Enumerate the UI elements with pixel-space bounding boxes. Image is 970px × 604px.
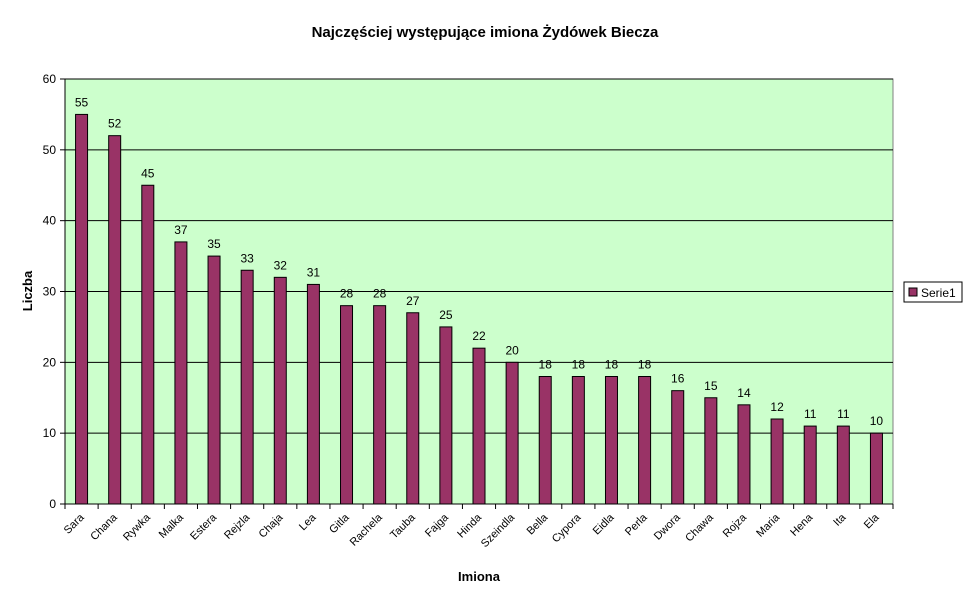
y-tick-label: 60 <box>43 72 57 86</box>
y-tick-label: 50 <box>43 143 57 157</box>
x-tick-label: Fajga <box>423 511 452 540</box>
x-tick-label: Chawa <box>683 511 716 544</box>
y-tick-label: 10 <box>43 426 57 440</box>
x-tick-label: Ela <box>862 511 882 531</box>
bar <box>340 305 354 505</box>
data-label: 16 <box>671 372 685 386</box>
bar <box>538 376 552 505</box>
data-label: 18 <box>539 358 553 372</box>
bar <box>439 326 453 505</box>
x-tick-label: Rojza <box>721 511 750 540</box>
y-tick-label: 40 <box>43 214 57 228</box>
bar <box>803 425 817 505</box>
data-label: 11 <box>804 407 817 421</box>
data-label: 14 <box>737 386 751 400</box>
x-tick-label: Perla <box>623 511 650 538</box>
legend: Serie1 <box>903 281 963 303</box>
x-tick-label: Tauba <box>388 511 418 541</box>
x-tick-label: Rywka <box>121 511 153 543</box>
bar <box>240 269 254 505</box>
bar <box>273 276 287 505</box>
bar <box>141 184 155 505</box>
x-tick-label: Bella <box>525 511 551 537</box>
x-tick-label: Chana <box>88 511 120 543</box>
chart-title: Najczęściej występujące imiona Żydówek B… <box>312 24 659 41</box>
x-tick-label: Hena <box>788 511 816 539</box>
data-label: 28 <box>373 287 387 301</box>
legend-box <box>903 281 963 303</box>
data-label: 11 <box>837 407 850 421</box>
bar <box>174 241 188 505</box>
data-label: 22 <box>472 329 486 343</box>
x-tick-label: Cypora <box>550 511 584 545</box>
bar <box>207 255 221 505</box>
y-axis-title: Liczba <box>20 270 35 311</box>
bar <box>75 113 89 505</box>
y-tick-label: 20 <box>43 355 57 369</box>
bar <box>737 404 751 505</box>
bar <box>836 425 850 505</box>
data-label: 10 <box>870 414 884 428</box>
bar <box>704 397 718 505</box>
x-axis-ticks: Sara Chana Rywka Malka Estera Rejzla Chaja Lea G… <box>62 504 894 550</box>
x-tick-label: Estera <box>188 511 220 543</box>
bar <box>604 376 618 505</box>
data-label: 15 <box>704 379 718 393</box>
x-tick-label: Rejzla <box>222 511 253 542</box>
data-label: 20 <box>505 343 519 357</box>
data-label: 52 <box>108 117 122 131</box>
x-tick-label: Malka <box>157 511 187 541</box>
data-label: 32 <box>274 258 288 272</box>
bar <box>671 390 685 505</box>
y-tick-label: 0 <box>49 497 56 511</box>
x-tick-label: Sara <box>62 511 88 537</box>
x-tick-label: Dwora <box>652 511 684 543</box>
bar <box>869 432 883 505</box>
bar <box>505 361 519 505</box>
data-label: 31 <box>307 265 321 279</box>
x-tick-label: Maria <box>754 511 783 540</box>
data-label: 18 <box>638 358 652 372</box>
x-tick-label: Ita <box>831 511 849 529</box>
bar <box>472 347 486 505</box>
bars <box>75 113 883 505</box>
data-label: 25 <box>439 308 453 322</box>
y-axis-ticks: 0 10 20 30 40 50 60 <box>43 72 65 511</box>
x-tick-label: Szeindla <box>479 511 518 550</box>
bar <box>373 305 387 505</box>
x-axis-title: Imiona <box>458 569 501 584</box>
x-tick-label: Lea <box>297 511 319 533</box>
bar <box>406 312 420 505</box>
bar <box>108 135 122 505</box>
bar <box>571 376 585 505</box>
data-label: 33 <box>240 251 254 265</box>
data-label: 55 <box>75 95 89 109</box>
data-label: 12 <box>770 400 784 414</box>
data-label: 45 <box>141 166 155 180</box>
x-tick-label: Chaja <box>257 511 286 540</box>
x-tick-label: Hinda <box>455 511 484 540</box>
bar <box>770 418 784 505</box>
x-tick-label: Rachela <box>348 511 386 549</box>
x-tick-label: Gitla <box>327 511 352 536</box>
data-label: 27 <box>406 294 420 308</box>
gridlines <box>65 78 893 434</box>
data-label: 35 <box>207 237 221 251</box>
data-labels: 55 52 45 37 35 33 32 31 28 28 27 25 22 20 18 18 18 18 16 15… <box>75 95 884 428</box>
data-label: 28 <box>340 287 354 301</box>
bar <box>638 376 652 505</box>
legend-swatch <box>908 287 918 297</box>
legend-label: Serie1 <box>921 286 956 300</box>
bar <box>306 283 320 505</box>
data-label: 18 <box>605 358 619 372</box>
y-tick-label: 30 <box>43 285 57 299</box>
data-label: 37 <box>174 223 188 237</box>
data-label: 18 <box>572 358 586 372</box>
x-tick-label: Eidla <box>591 511 617 537</box>
